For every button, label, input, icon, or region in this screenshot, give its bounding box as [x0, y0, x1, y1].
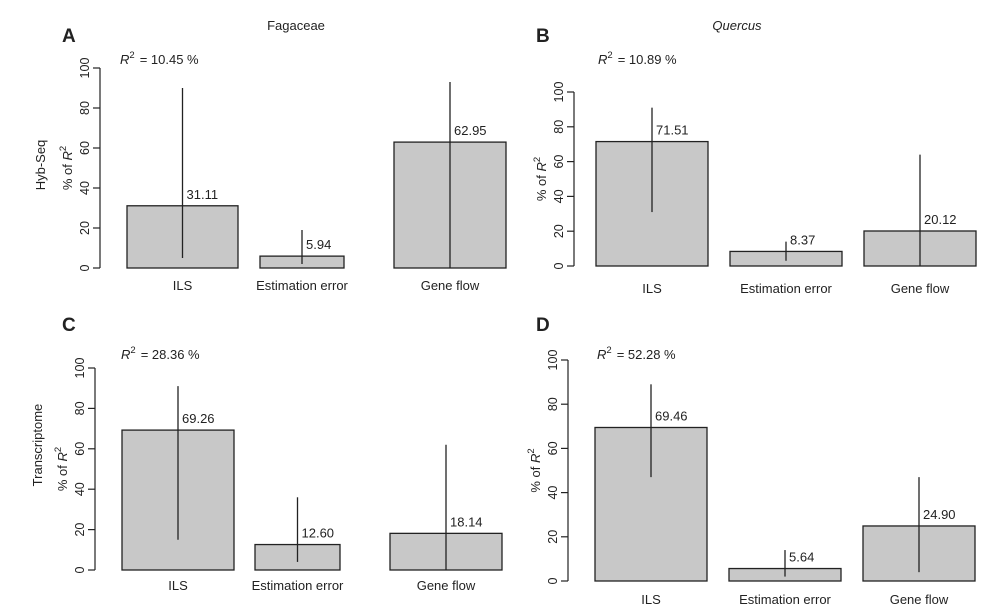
- panel-title: Fagaceae: [267, 18, 325, 33]
- y-axis-label: % of R2: [53, 447, 70, 491]
- y-tick-label: 60: [546, 441, 560, 455]
- y-axis-label-symbol: R: [60, 151, 75, 160]
- r2-superscript: 2: [606, 345, 611, 356]
- r2-value: = 28.36 %: [141, 347, 200, 362]
- data-label-estimation-error: 12.60: [302, 526, 335, 541]
- y-tick-label: 80: [73, 401, 87, 415]
- data-label-estimation-error: 5.94: [306, 237, 331, 252]
- y-tick-label: 20: [73, 523, 87, 537]
- r2-symbol: R: [598, 52, 607, 67]
- r2-superscript: 2: [607, 50, 612, 61]
- category-label-ils: ILS: [641, 592, 661, 607]
- y-tick-label: 100: [546, 350, 560, 371]
- y-tick-label: 60: [73, 442, 87, 456]
- r2-annotation: R2 = 28.36 %: [121, 345, 200, 362]
- r2-value: = 10.89 %: [618, 52, 677, 67]
- y-tick-label: 80: [78, 101, 92, 115]
- y-tick-label: 20: [552, 224, 566, 238]
- y-tick-label: 0: [78, 264, 92, 271]
- y-axis-label-prefix: % of: [534, 172, 549, 202]
- r2-value: = 52.28 %: [617, 347, 676, 362]
- panel-letter: B: [536, 26, 550, 47]
- r2-value: = 10.45 %: [140, 52, 199, 67]
- y-tick-label: 60: [78, 141, 92, 155]
- y-tick-label: 40: [78, 181, 92, 195]
- category-label-estimation-error: Estimation error: [256, 278, 348, 293]
- y-axis-label-symbol: R: [55, 452, 70, 461]
- y-axis-label: % of R2: [526, 448, 543, 492]
- data-label-gene-flow: 18.14: [450, 514, 483, 529]
- category-label-ils: ILS: [642, 281, 662, 296]
- row-label: Hyb-Seq: [33, 140, 48, 191]
- y-tick-label: 60: [552, 155, 566, 169]
- y-axis-label-symbol: R: [528, 454, 543, 463]
- y-axis-label-prefix: % of: [528, 463, 543, 493]
- y-tick-label: 0: [552, 262, 566, 269]
- data-label-gene-flow: 24.90: [923, 507, 956, 522]
- y-tick-label: 80: [546, 397, 560, 411]
- panel-title: Quercus: [712, 18, 762, 33]
- r2-symbol: R: [597, 347, 606, 362]
- y-tick-label: 80: [552, 120, 566, 134]
- data-label-ils: 69.26: [182, 411, 215, 426]
- y-axis-label-superscript: 2: [532, 157, 543, 162]
- data-label-gene-flow: 20.12: [924, 212, 957, 227]
- y-tick-label: 100: [73, 358, 87, 379]
- category-label-gene-flow: Gene flow: [891, 281, 950, 296]
- y-tick-label: 0: [73, 566, 87, 573]
- data-label-ils: 69.46: [655, 408, 688, 423]
- data-label-estimation-error: 8.37: [790, 232, 815, 247]
- y-tick-label: 20: [546, 530, 560, 544]
- panel-letter: A: [62, 26, 76, 47]
- r2-symbol: R: [120, 52, 129, 67]
- category-label-estimation-error: Estimation error: [252, 578, 344, 593]
- category-label-estimation-error: Estimation error: [740, 281, 832, 296]
- category-label-ils: ILS: [173, 278, 193, 293]
- y-axis-label: % of R2: [58, 146, 75, 190]
- y-axis-label-superscript: 2: [58, 146, 69, 151]
- r2-annotation: R2 = 10.45 %: [120, 50, 199, 67]
- data-label-ils: 31.11: [187, 187, 219, 202]
- r2-superscript: 2: [129, 50, 134, 61]
- data-label-gene-flow: 62.95: [454, 123, 487, 138]
- panel-letter: D: [536, 315, 550, 336]
- r2-annotation: R2 = 10.89 %: [598, 50, 677, 67]
- r2-annotation: R2 = 52.28 %: [597, 345, 676, 362]
- y-tick-label: 100: [78, 58, 92, 79]
- row-label: Transcriptome: [30, 404, 45, 487]
- y-axis-label-superscript: 2: [53, 447, 64, 452]
- y-tick-label: 40: [552, 189, 566, 203]
- panel-letter: C: [62, 315, 76, 336]
- y-axis-label-symbol: R: [534, 162, 549, 171]
- category-label-ils: ILS: [168, 578, 188, 593]
- y-axis-label-prefix: % of: [60, 161, 75, 191]
- y-axis-label-superscript: 2: [526, 448, 537, 453]
- y-axis-label-prefix: % of: [55, 462, 70, 492]
- r2-symbol: R: [121, 347, 130, 362]
- y-tick-label: 0: [546, 577, 560, 584]
- y-axis-label: % of R2: [532, 157, 549, 201]
- y-tick-label: 40: [546, 486, 560, 500]
- r2-superscript: 2: [130, 345, 135, 356]
- category-label-gene-flow: Gene flow: [421, 278, 480, 293]
- category-label-gene-flow: Gene flow: [417, 578, 476, 593]
- y-tick-label: 100: [552, 82, 566, 103]
- category-label-gene-flow: Gene flow: [890, 592, 949, 607]
- data-label-ils: 71.51: [656, 123, 689, 138]
- category-label-estimation-error: Estimation error: [739, 592, 831, 607]
- y-tick-label: 20: [78, 221, 92, 235]
- y-tick-label: 40: [73, 482, 87, 496]
- data-label-estimation-error: 5.64: [789, 550, 814, 565]
